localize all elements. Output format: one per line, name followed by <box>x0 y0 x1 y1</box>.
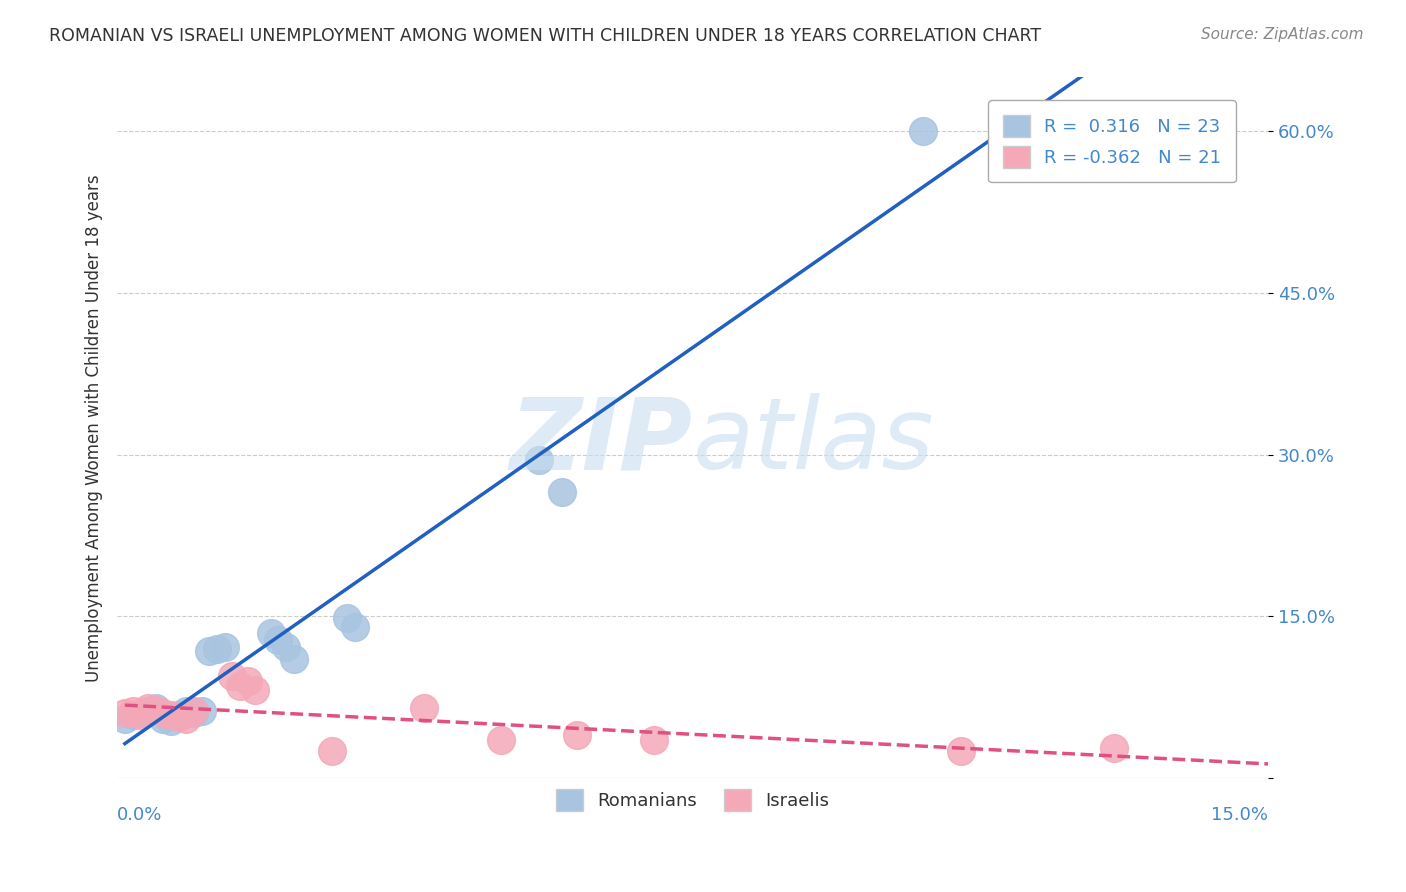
Point <box>136 701 159 715</box>
Point <box>174 704 197 718</box>
Point <box>121 708 143 723</box>
Point <box>221 668 243 682</box>
Point <box>343 620 366 634</box>
Y-axis label: Unemployment Among Women with Children Under 18 years: Unemployment Among Women with Children U… <box>86 174 103 681</box>
Point <box>321 744 343 758</box>
Point <box>129 708 152 723</box>
Point <box>145 701 167 715</box>
Point <box>551 485 574 500</box>
Point <box>214 640 236 654</box>
Point <box>174 712 197 726</box>
Point <box>205 641 228 656</box>
Point <box>198 644 221 658</box>
Point <box>527 453 550 467</box>
Point <box>413 701 436 715</box>
Point <box>129 706 152 721</box>
Text: ROMANIAN VS ISRAELI UNEMPLOYMENT AMONG WOMEN WITH CHILDREN UNDER 18 YEARS CORREL: ROMANIAN VS ISRAELI UNEMPLOYMENT AMONG W… <box>49 27 1042 45</box>
Point <box>489 733 512 747</box>
Point <box>121 704 143 718</box>
Point <box>183 704 205 718</box>
Legend: Romanians, Israelis: Romanians, Israelis <box>548 781 837 818</box>
Point <box>236 673 259 688</box>
Text: atlas: atlas <box>693 393 934 491</box>
Point <box>950 744 973 758</box>
Point <box>1104 740 1126 755</box>
Text: 0.0%: 0.0% <box>117 806 163 824</box>
Text: ZIP: ZIP <box>509 393 693 491</box>
Point <box>145 703 167 717</box>
Point <box>114 706 136 721</box>
Point <box>183 706 205 721</box>
Point <box>160 714 183 728</box>
Point <box>643 733 665 747</box>
Point <box>567 728 589 742</box>
Point <box>152 712 174 726</box>
Point <box>283 652 305 666</box>
Point <box>245 682 267 697</box>
Point <box>267 633 290 648</box>
Point <box>911 124 934 138</box>
Point <box>229 679 252 693</box>
Point <box>160 708 183 723</box>
Point <box>152 706 174 721</box>
Point <box>190 704 212 718</box>
Point <box>336 611 359 625</box>
Text: Source: ZipAtlas.com: Source: ZipAtlas.com <box>1201 27 1364 42</box>
Point <box>167 709 190 723</box>
Point <box>114 712 136 726</box>
Point <box>274 640 297 654</box>
Point <box>167 708 190 723</box>
Point <box>136 704 159 718</box>
Point <box>259 625 281 640</box>
Text: 15.0%: 15.0% <box>1211 806 1268 824</box>
